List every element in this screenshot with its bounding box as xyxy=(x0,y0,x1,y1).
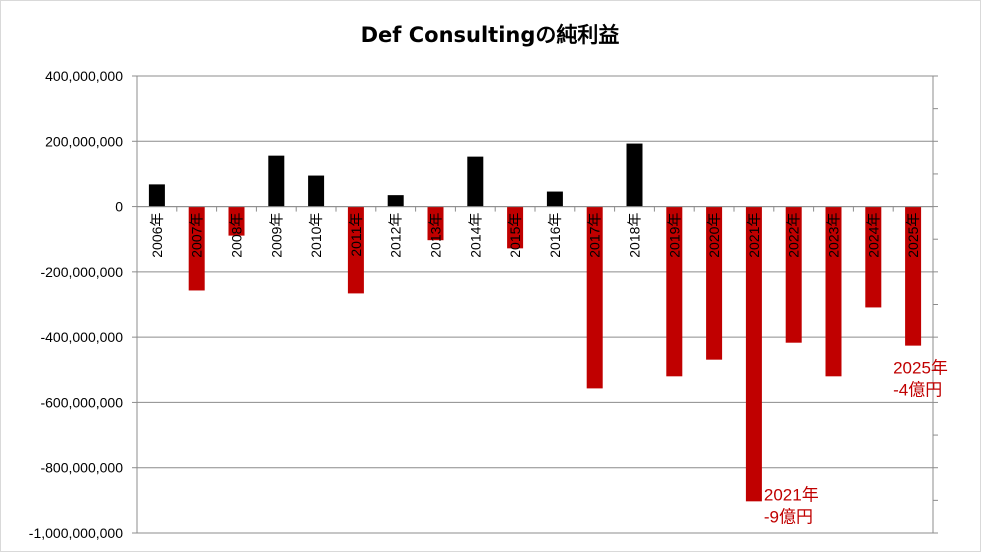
bar xyxy=(626,143,643,207)
x-tick-label: 2021年 xyxy=(746,213,762,258)
x-tick-label: 2024年 xyxy=(865,213,881,258)
bar xyxy=(666,206,683,377)
x-tick-label: 2007年 xyxy=(189,213,205,258)
bar xyxy=(745,206,762,502)
y-tick-label: 200,000,000 xyxy=(45,133,123,149)
x-tick-label: 2006年 xyxy=(149,213,165,258)
bar xyxy=(467,156,484,207)
x-tick-label: 2010年 xyxy=(308,213,324,258)
bar xyxy=(188,206,205,291)
x-tick-label: 2008年 xyxy=(229,213,245,258)
x-tick-label: 2022年 xyxy=(786,213,802,258)
bar xyxy=(706,206,723,360)
x-tick-label: 2017年 xyxy=(587,213,603,258)
data-annotation: 2025年 xyxy=(893,359,948,378)
x-tick-label: 2023年 xyxy=(826,213,842,258)
data-annotation: -9億円 xyxy=(764,507,813,526)
bar xyxy=(507,206,524,249)
x-tick-label: 2014年 xyxy=(467,213,483,258)
x-tick-label: 2013年 xyxy=(428,213,444,258)
bar xyxy=(228,206,245,236)
y-tick-label: -1,000,000,000 xyxy=(29,525,123,541)
x-tick-label: 2019年 xyxy=(666,213,682,258)
x-tick-label: 2009年 xyxy=(268,213,284,258)
x-tick-label: 2016年 xyxy=(547,213,563,258)
data-annotation: -4億円 xyxy=(893,381,942,400)
x-tick-label: 2012年 xyxy=(388,213,404,258)
chart-title: Def Consultingの純利益 xyxy=(361,23,620,47)
y-tick-label: -800,000,000 xyxy=(40,460,123,476)
y-tick-label: 0 xyxy=(115,199,123,215)
y-tick-label: -400,000,000 xyxy=(40,329,123,345)
bar xyxy=(308,175,325,207)
bar xyxy=(586,206,603,389)
x-tick-label: 2018年 xyxy=(627,213,643,258)
bar xyxy=(427,206,444,241)
bar xyxy=(347,206,364,294)
y-tick-label: -200,000,000 xyxy=(40,264,123,280)
bar xyxy=(865,206,882,308)
y-tick-label: -600,000,000 xyxy=(40,394,123,410)
data-annotation: 2021年 xyxy=(764,485,819,504)
bar xyxy=(825,206,842,377)
bar xyxy=(546,191,563,207)
x-tick-label: 2015年 xyxy=(507,213,523,258)
bar xyxy=(268,155,285,207)
bar xyxy=(785,206,802,343)
bar xyxy=(148,184,165,207)
y-tick-label: 400,000,000 xyxy=(45,68,123,84)
x-tick-label: 2020年 xyxy=(706,213,722,258)
bar xyxy=(905,206,922,346)
bar xyxy=(387,195,404,207)
x-tick-label: 2011年 xyxy=(348,213,364,257)
x-tick-label: 2025年 xyxy=(905,213,921,258)
